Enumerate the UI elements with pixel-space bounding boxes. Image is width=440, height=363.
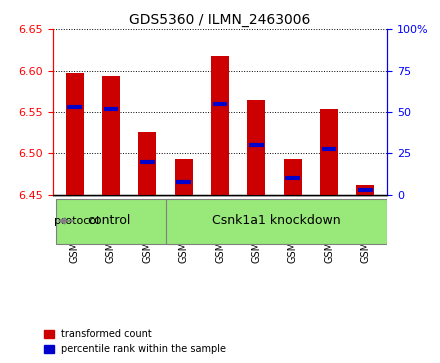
FancyBboxPatch shape [56,199,183,244]
Text: control: control [88,215,131,227]
Bar [247,99,265,195]
Bar [320,109,338,195]
Bar [211,56,229,195]
Bar [138,132,156,195]
Title: GDS5360 / ILMN_2463006: GDS5360 / ILMN_2463006 [129,13,311,26]
Bar [284,159,302,195]
Text: Csnk1a1 knockdown: Csnk1a1 knockdown [212,215,341,227]
Bar [175,159,193,195]
Text: protocol: protocol [54,216,99,226]
Bar [102,76,120,195]
Bar [66,73,84,195]
Legend: transformed count, percentile rank within the sample: transformed count, percentile rank withi… [40,326,230,358]
Bar [356,185,374,195]
FancyBboxPatch shape [166,199,387,244]
